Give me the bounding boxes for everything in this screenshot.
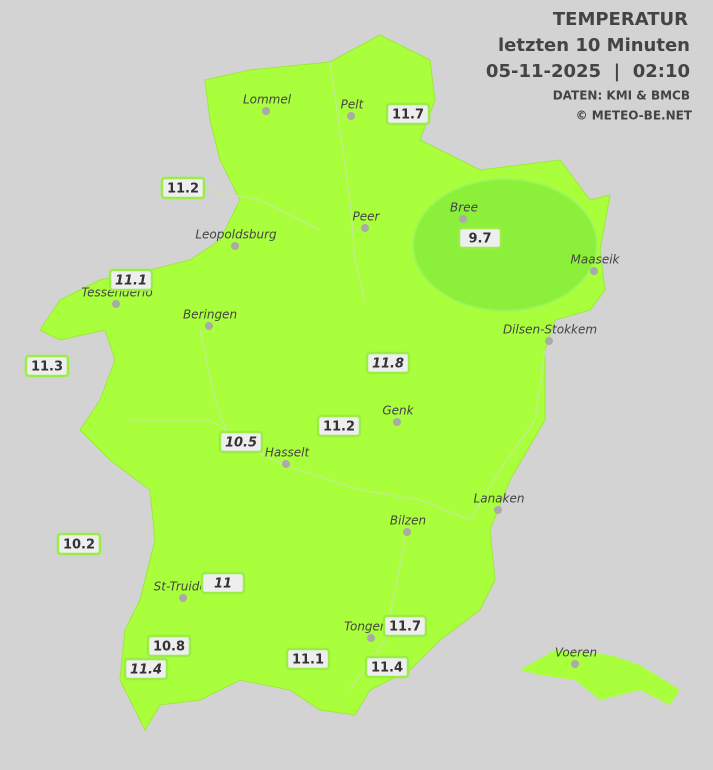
station-value: 11.2 [323,420,355,435]
city-dot [494,506,502,514]
station-value: 11.1 [115,274,147,289]
city-dot [393,418,401,426]
station-value: 11 [214,577,232,592]
city-dot [403,528,411,536]
city-label: Dilsen-Stokkem [503,323,597,337]
city-dot [231,242,239,250]
city-dot [590,267,598,275]
city-dot [112,300,120,308]
station-value: 11.4 [371,661,403,676]
station-value: 11.7 [389,620,421,635]
city-label: Bree [450,201,478,215]
city-label: Peer [353,210,381,224]
station-value: 10.2 [63,538,95,553]
border [329,61,366,301]
station-value: 11.4 [130,663,162,678]
station-box [160,176,206,200]
city-dot [262,107,270,115]
station-box [146,634,192,658]
datetime: 05-11-2025 | 02:10 [486,61,690,82]
station-box [457,226,503,250]
city-label: Leopoldsburg [195,228,277,242]
city-dot [282,460,290,468]
city-label: Beringen [183,308,237,322]
city-dot [367,634,375,642]
station-box [24,354,70,378]
station-box [382,614,428,638]
station-value: 11.1 [292,653,324,668]
city-label: Lommel [243,93,292,107]
station-box [385,102,431,126]
border [204,189,321,231]
province-voeren [520,650,680,705]
source: DATEN: KMI & BMCB [553,89,690,103]
city-label: St-Truiden [154,580,215,594]
city-dot [179,594,187,602]
city-label: Lanaken [474,492,525,506]
city-dot [205,322,213,330]
credit: © METEO-BE.NET [576,109,693,123]
city-dot [347,112,355,120]
subtitle: letzten 10 Minuten [498,35,690,56]
city-label: Voeren [555,646,597,660]
city-label: Maaseik [571,253,621,267]
city-dot [459,215,467,223]
station-box [285,647,331,671]
city-label: Bilzen [390,514,426,528]
border [469,349,546,521]
station-value: 11.2 [167,182,199,197]
station-box [200,571,246,595]
city-dot [545,337,553,345]
city-label: Hasselt [265,446,311,460]
cooler-zone [412,178,598,312]
station-value: 11.8 [372,357,404,372]
station-box [364,655,410,679]
station-value: 11.7 [392,108,424,123]
station-box [316,414,362,438]
city-label: Genk [382,404,414,418]
station-value: 10.8 [153,640,185,655]
city-dot [361,224,369,232]
city-label: Pelt [341,98,365,112]
station-value: 9.7 [468,232,491,247]
station-box [56,532,102,556]
title: TEMPERATUR [553,9,688,30]
city-dot [571,660,579,668]
station-box [108,268,154,292]
station-box [365,351,411,375]
station-box [218,430,264,454]
station-value: 10.5 [225,436,257,451]
station-value: 11.3 [31,360,63,375]
station-box [123,657,169,681]
